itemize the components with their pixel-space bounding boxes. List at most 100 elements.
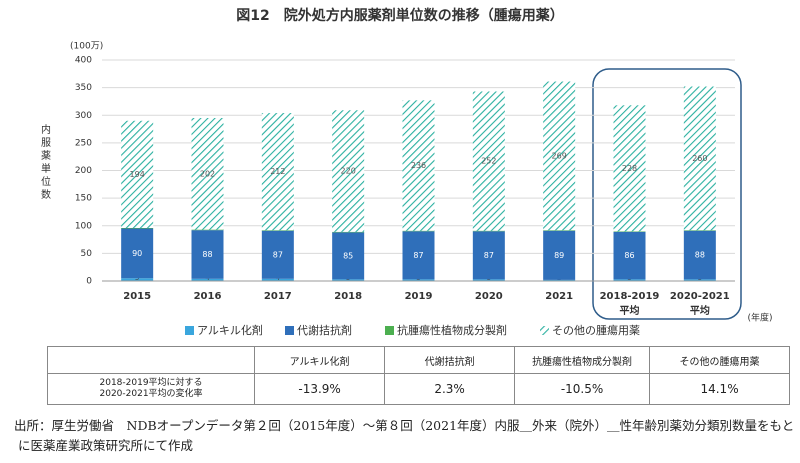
bar-segment [261, 113, 294, 231]
y-tick-label: 400 [75, 56, 92, 66]
data-label: 87 [484, 251, 494, 260]
chart-title: 図12 院外処方内服薬剤単位数の推移（腫瘍用薬） [236, 7, 563, 24]
bar-segment [683, 230, 716, 231]
y-tick-label: 50 [81, 249, 93, 259]
x-tick-label: 2020-2021 平均 [670, 291, 730, 317]
bar-segment [402, 230, 435, 232]
y-tick-label: 150 [75, 194, 92, 204]
data-label: 269 [552, 151, 567, 160]
data-label: 87 [273, 250, 283, 259]
table-header-row: アルキル化剤 代謝拮抗剤 抗腫瘍性植物成分製剤 その他の腫瘍用薬 [46, 346, 790, 374]
x-unit: (年度) [747, 312, 772, 324]
x-tick-label: 2016 [194, 291, 222, 302]
bar-segment [191, 278, 224, 281]
bar-segment [402, 100, 435, 231]
table-header-cell: 代謝拮抗剤 [384, 346, 516, 374]
y-tick-label: 0 [86, 277, 92, 287]
change-table: アルキル化剤 代謝拮抗剤 抗腫瘍性植物成分製剤 その他の腫瘍用薬 2018-2019平均… [46, 346, 790, 405]
table-header-cell: アルキル化剤 [254, 346, 386, 374]
table-header-cell: 抗腫瘍性植物成分製剤 [514, 346, 651, 374]
bar-segment [402, 279, 435, 281]
bar-segment [121, 120, 154, 228]
data-label: 236 [411, 161, 426, 170]
bar-segment [683, 230, 716, 280]
legend-swatch [540, 326, 549, 335]
data-label: 220 [341, 167, 356, 176]
bar-segment [121, 278, 154, 281]
data-label: 86 [624, 251, 634, 260]
bar-segment [261, 230, 294, 231]
table-row: 2018-2019平均に対する 2020-2021平均の変化率 -13.9% 2.3… [46, 373, 790, 405]
bar-segment [613, 231, 646, 232]
bar-segment [543, 279, 576, 281]
bar-segment [613, 279, 646, 281]
y-tick-label: 350 [75, 83, 92, 93]
bar-segment [261, 278, 294, 281]
bar-segment [613, 105, 646, 232]
bar-segment [472, 279, 505, 281]
bar-segment [332, 279, 365, 281]
bar-segment [121, 227, 154, 229]
data-label: 228 [622, 164, 637, 173]
legend-label: その他の腫瘍用薬 [552, 323, 640, 337]
bar-segment [191, 118, 224, 230]
legend-swatch [285, 326, 294, 335]
table-cell: -13.9% [254, 373, 386, 405]
data-label: 88 [202, 250, 212, 259]
legend-label: アルキル化剤 [197, 323, 263, 337]
bar-segment [261, 230, 294, 279]
y-axis-title: 内服薬単位数 [41, 123, 51, 201]
data-label: 90 [132, 249, 142, 258]
data-label: 87 [413, 251, 423, 260]
highlight-box [592, 68, 742, 320]
bar-segment [402, 231, 435, 280]
bar-segment [191, 230, 224, 279]
legend-label: 代謝拮抗剤 [297, 323, 352, 337]
source-note: 出所：厚生労働省 NDBオープンデータ第２回（2015年度）～第８回（2021年… [14, 418, 795, 453]
table-cell: 14.1% [649, 373, 790, 405]
bar-segment [543, 81, 576, 231]
x-tick-label: 2015 [123, 291, 151, 302]
bar-segment [683, 86, 716, 231]
legend-swatch [185, 326, 194, 335]
bar-segment [332, 232, 365, 280]
data-label: 89 [554, 251, 564, 260]
bar-segment [472, 230, 505, 232]
y-tick-label: 300 [75, 111, 92, 121]
x-tick-label: 2018-2019 平均 [600, 291, 660, 317]
data-label: 260 [692, 154, 707, 163]
table-cell: 2.3% [384, 373, 516, 405]
bar-segment [613, 231, 646, 280]
data-label: 194 [130, 170, 145, 179]
legend-label: 抗腫瘍性植物成分製剤 [397, 323, 507, 337]
x-tick-label: 2020 [475, 291, 503, 302]
data-label: 85 [343, 251, 353, 260]
y-tick-label: 200 [75, 166, 92, 176]
chart: 図12 院外処方内服薬剤単位数の推移（腫瘍用薬） (100万) (年度) 内服薬… [41, 7, 773, 337]
table-header-cell [46, 346, 256, 374]
x-tick-label: 2019 [405, 291, 433, 302]
data-label: 212 [270, 167, 285, 176]
data-label: 202 [200, 169, 215, 178]
table-row-header: 2018-2019平均に対する 2020-2021平均の変化率 [46, 373, 256, 405]
bar-segment [472, 91, 505, 231]
y-unit: (100万) [70, 42, 103, 52]
bar-segment [472, 231, 505, 280]
bar-segment [683, 279, 716, 281]
data-label: 252 [481, 157, 496, 166]
x-tick-label: 2021 [545, 291, 573, 302]
bar-segment [543, 230, 576, 280]
bar-segment [332, 110, 365, 232]
y-tick-label: 100 [75, 221, 92, 231]
bar-segment [121, 228, 154, 279]
bar-segment [543, 230, 576, 231]
x-tick-label: 2017 [264, 291, 292, 302]
data-label: 88 [695, 251, 705, 260]
table-header-cell: その他の腫瘍用薬 [649, 346, 790, 374]
table-cell: -10.5% [514, 373, 651, 405]
x-tick-label: 2018 [334, 291, 362, 302]
bar-segment [332, 231, 365, 233]
y-tick-label: 250 [75, 138, 92, 148]
bar-segment [191, 229, 224, 231]
